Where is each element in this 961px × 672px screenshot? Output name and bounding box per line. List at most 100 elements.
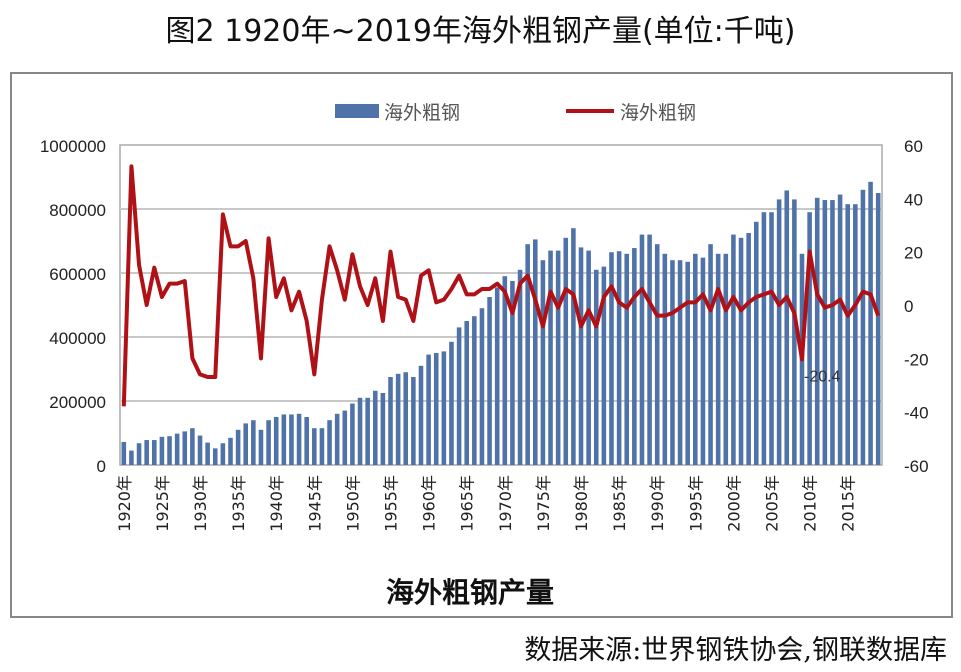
bar-1922 — [136, 443, 142, 465]
bar-2001 — [738, 237, 744, 465]
bar-2006 — [776, 199, 782, 465]
bar-1938 — [258, 429, 264, 465]
x-tick-label: 1925年 — [153, 475, 172, 532]
bar-1977 — [555, 250, 561, 465]
x-axis-title: 海外粗钢产量 — [386, 576, 554, 609]
bar-1937 — [251, 420, 256, 465]
bar-1936 — [243, 423, 249, 465]
bar-2011 — [814, 197, 820, 466]
bar-1942 — [289, 414, 294, 465]
source-note: 数据来源:世界钢铁协会,钢联数据库 — [524, 635, 947, 666]
bar-1945 — [312, 428, 317, 465]
bar-2019 — [875, 193, 881, 465]
bar-1958 — [411, 377, 416, 465]
bar-1992 — [670, 260, 675, 465]
x-tick-label: 1935年 — [229, 475, 248, 532]
x-tick-label: 1995年 — [686, 475, 705, 532]
x-tick-label: 1920年 — [115, 475, 134, 532]
bar-1930 — [197, 435, 203, 465]
bar-1998 — [715, 253, 721, 465]
right-axis-tick-label: -20 — [904, 350, 929, 369]
bar-1968 — [487, 297, 492, 465]
x-tick-label: 1970年 — [496, 475, 515, 532]
bar-1966 — [472, 316, 477, 465]
x-tick-label: 1950年 — [343, 475, 362, 532]
bar-1921 — [129, 450, 134, 465]
bar-1988 — [639, 234, 645, 465]
x-tick-label: 1975年 — [534, 475, 553, 532]
bar-1946 — [319, 428, 325, 465]
bar-1996 — [700, 257, 706, 465]
bar-1969 — [494, 287, 500, 465]
bar-1974 — [533, 239, 538, 465]
bar-1976 — [548, 250, 553, 465]
bar-1965 — [464, 321, 469, 465]
bar-1957 — [403, 372, 409, 465]
bar-1951 — [357, 397, 363, 465]
bar-1948 — [334, 413, 340, 465]
bar-1932 — [212, 448, 218, 465]
bar-1929 — [190, 428, 195, 465]
bar-1920 — [121, 441, 127, 465]
bar-1941 — [281, 414, 287, 465]
bar-2014 — [837, 194, 843, 465]
bar-1972 — [517, 269, 523, 465]
x-tick-label: 1960年 — [420, 475, 439, 532]
x-tick-label: 2005年 — [763, 475, 782, 532]
bar-1983 — [601, 266, 607, 465]
bar-1924 — [152, 440, 157, 465]
chart-frame: 0 200000 400000 600000 800000 1000000 -60 -40 -2… — [10, 72, 953, 618]
bar-1954 — [380, 393, 386, 465]
bar-1949 — [342, 410, 348, 465]
right-axis-tick-label: 0 — [904, 297, 913, 316]
bar-1923 — [144, 440, 149, 465]
bar-1973 — [525, 244, 530, 465]
right-axis-tick-label: -40 — [904, 404, 929, 423]
legend-line-label: 海外粗钢 — [620, 102, 696, 124]
bar-1985 — [616, 251, 622, 465]
left-axis-tick-label: 1000000 — [40, 137, 106, 156]
legend-bar-label: 海外粗钢 — [384, 102, 460, 124]
bar-2005 — [769, 212, 774, 465]
bar-2017 — [860, 189, 866, 466]
bar-1964 — [456, 327, 462, 465]
bar-1962 — [441, 351, 447, 465]
bar-2007 — [784, 190, 790, 465]
x-tick-label: 1990年 — [648, 475, 667, 532]
data-label: -20.4 — [804, 368, 841, 385]
bar-1991 — [662, 253, 668, 465]
left-axis-tick-label: 200000 — [49, 393, 106, 412]
x-tick-label: 1985年 — [610, 475, 629, 532]
bar-1987 — [632, 248, 637, 465]
left-axis-tick-label: 0 — [97, 457, 106, 476]
bar-1982 — [593, 269, 599, 465]
bar-1961 — [433, 353, 439, 465]
bar-1986 — [624, 253, 630, 465]
right-axis-tick-label: 20 — [904, 244, 923, 263]
bar-2013 — [830, 200, 835, 465]
bar-1926 — [167, 436, 172, 465]
bar-1984 — [609, 252, 614, 465]
bar-2010 — [807, 212, 812, 465]
bar-1953 — [372, 390, 378, 465]
bar-1935 — [235, 429, 241, 465]
x-tick-label: 1930年 — [191, 475, 210, 532]
bar-1928 — [182, 431, 188, 465]
bar-1971 — [510, 281, 515, 465]
x-tick-label: 1940年 — [267, 475, 286, 532]
bar-1997 — [708, 244, 713, 465]
x-tick-label: 2000年 — [724, 475, 743, 532]
bar-1981 — [586, 250, 591, 465]
x-tick-label: 1955年 — [382, 475, 401, 532]
bar-1999 — [723, 253, 729, 465]
bar-2018 — [868, 181, 873, 466]
bar-1959 — [418, 365, 424, 465]
bar-2000 — [731, 234, 736, 465]
bar-1933 — [220, 443, 226, 465]
right-axis-tick-label: 40 — [904, 190, 923, 209]
bar-2003 — [753, 221, 759, 465]
left-axis-tick-label: 400000 — [49, 329, 106, 348]
bar-2004 — [761, 212, 767, 465]
bar-1994 — [685, 261, 690, 465]
bar-1979 — [571, 228, 576, 465]
